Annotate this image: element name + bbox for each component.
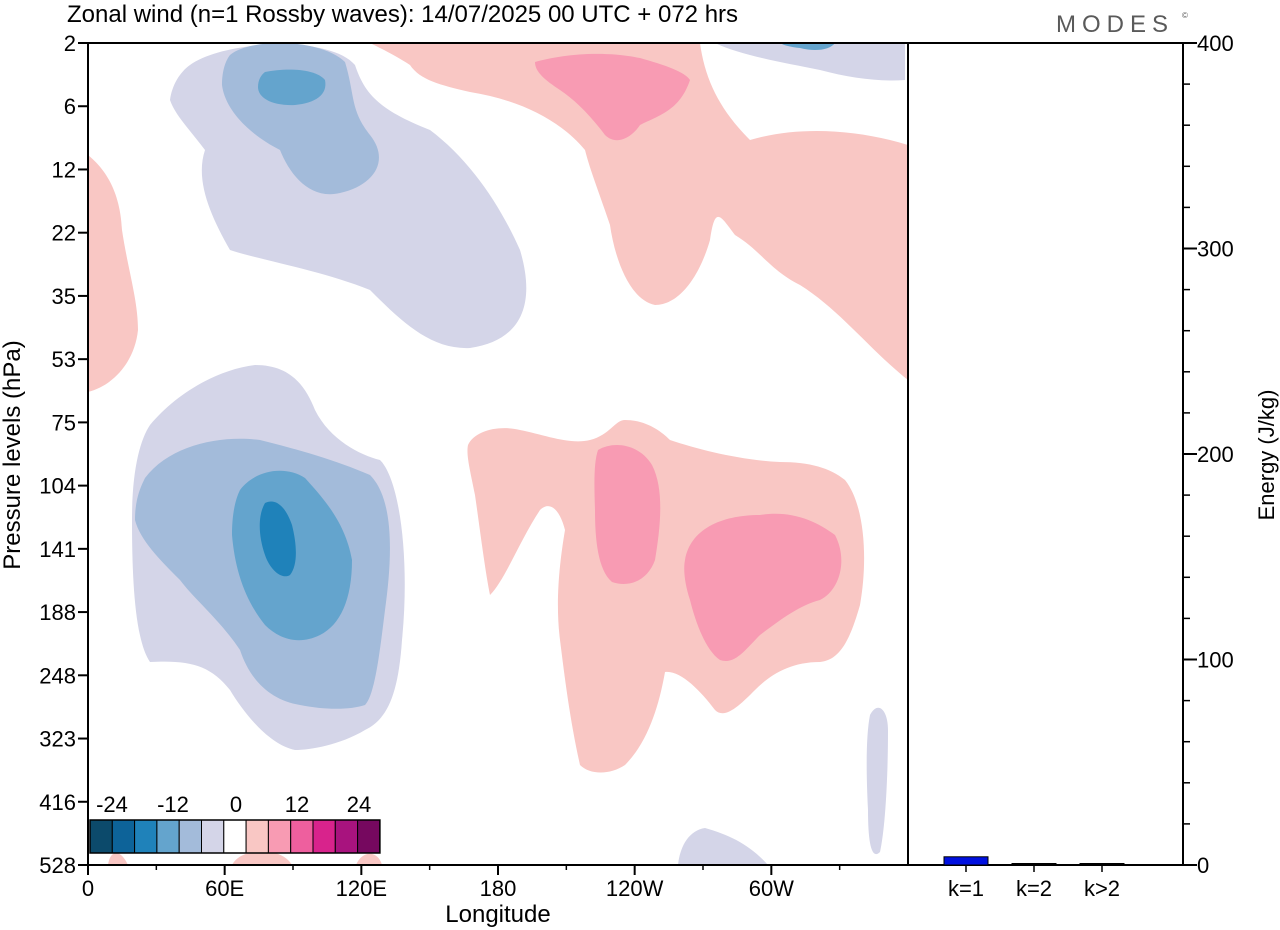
contour-pos-upper-2 <box>535 53 690 141</box>
longitude-axis: 0 60E 120E 180 120W 60W <box>82 865 841 901</box>
energy-bar <box>1011 863 1057 866</box>
pressure-tick-label: 6 <box>64 94 76 119</box>
contour-neg-bottom-blob <box>678 828 768 865</box>
contour-pos-lower-1 <box>467 420 865 773</box>
energy-category-label: k>2 <box>1084 876 1120 901</box>
contour-pos-lower-2b <box>684 513 842 661</box>
longitude-tick-label: 120E <box>336 876 387 901</box>
energy-category-label: k=1 <box>948 876 984 901</box>
contour-map <box>87 42 909 866</box>
contour-pos-lower-2a <box>594 445 661 584</box>
brand-logo: MODES <box>1056 11 1174 38</box>
brand-copyright-mark: © <box>1182 11 1188 20</box>
colorbar-cell <box>312 819 336 854</box>
contour-pos-bottom-blob-1 <box>108 852 128 865</box>
longitude-tick-label: 60E <box>205 876 244 901</box>
energy-tick-label: 0 <box>1197 853 1209 878</box>
contour-pos-upper-1 <box>370 43 908 380</box>
energy-tick-label: 200 <box>1197 442 1234 467</box>
pressure-tick-label: 323 <box>39 727 76 752</box>
colorbar-cell <box>156 819 180 854</box>
pressure-tick-label: 2 <box>64 31 76 56</box>
colorbar-frame <box>89 819 381 854</box>
contour-neg-upper-3 <box>258 69 326 106</box>
contour-neg-top-right-2 <box>780 43 835 51</box>
pressure-tick-label: 248 <box>39 663 76 688</box>
pressure-tick-label: 141 <box>39 537 76 562</box>
energy-bars: k=1 k=2 k>2 <box>943 856 1125 901</box>
colorbar-cell <box>290 819 314 854</box>
pressure-tick-label: 53 <box>52 347 76 372</box>
energy-tick-label: 300 <box>1197 237 1234 262</box>
colorbar-cell <box>223 819 247 854</box>
colorbar-cell <box>134 819 158 854</box>
colorbar-cell <box>89 819 113 854</box>
longitude-tick-label: 60W <box>749 876 794 901</box>
energy-axis: 0 100 200 300 400 <box>1183 31 1234 878</box>
colorbar: -24 -12 0 12 24 <box>89 792 381 854</box>
pressure-tick-label: 416 <box>39 790 76 815</box>
colorbar-cell <box>357 819 381 854</box>
energy-tick-label: 100 <box>1197 648 1234 673</box>
chart-title: Zonal wind (n=1 Rossby waves): 14/07/202… <box>67 1 738 28</box>
energy-category-label: k=2 <box>1016 876 1052 901</box>
colorbar-tick-label: 0 <box>230 792 242 817</box>
pressure-tick-label: 22 <box>52 221 76 246</box>
colorbar-tick-label: 24 <box>347 792 371 817</box>
energy-bar <box>1079 863 1125 866</box>
pressure-tick-label: 528 <box>39 853 76 878</box>
contour-pos-left-edge <box>88 155 138 392</box>
contour-pos-bottom-blob-3 <box>356 853 382 865</box>
energy-tick-label: 400 <box>1197 31 1234 56</box>
colorbar-cell <box>111 819 136 854</box>
pressure-tick-label: 75 <box>52 410 76 435</box>
contour-neg-top-right <box>715 43 905 81</box>
pressure-tick-label: 188 <box>39 600 76 625</box>
x-axis-title: Longitude <box>445 901 550 928</box>
contour-pos-bottom-blob-2 <box>232 851 292 865</box>
energy-axis-title: Energy (J/kg) <box>1254 390 1279 521</box>
colorbar-labels: -24 -12 0 12 24 <box>96 792 371 817</box>
colorbar-cells <box>89 819 381 854</box>
contour-neg-lower-right-sliver <box>866 707 888 855</box>
longitude-tick-label: 180 <box>480 876 517 901</box>
pressure-tick-label: 12 <box>52 157 76 182</box>
colorbar-cell <box>201 819 225 854</box>
energy-panel: k=1 k=2 k>2 <box>907 42 1184 901</box>
longitude-tick-label: 120W <box>606 876 664 901</box>
pressure-tick-label: 104 <box>39 474 76 499</box>
energy-bar <box>943 856 989 866</box>
colorbar-cell <box>267 819 292 854</box>
colorbar-cell <box>245 819 269 854</box>
longitude-tick-label: 0 <box>82 876 94 901</box>
y-axis-title: Pressure levels (hPa) <box>0 340 26 569</box>
colorbar-cell <box>334 819 359 854</box>
pressure-tick-label: 35 <box>52 284 76 309</box>
pressure-axis: 2 6 12 22 35 53 75 104 141 188 248 323 416 528 <box>39 31 88 878</box>
colorbar-tick-label: -24 <box>96 792 128 817</box>
colorbar-tick-label: 12 <box>285 792 309 817</box>
colorbar-tick-label: -12 <box>157 792 189 817</box>
contour-neg-lower-4 <box>259 501 296 577</box>
colorbar-cell <box>178 819 202 854</box>
energy-frame <box>907 42 1184 866</box>
